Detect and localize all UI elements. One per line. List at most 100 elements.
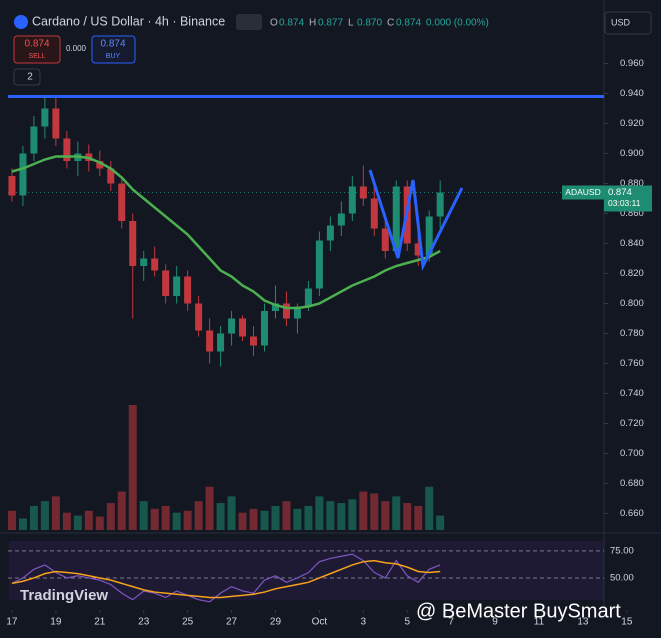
logo: TradingView <box>20 587 108 604</box>
volume-bar <box>293 508 302 530</box>
y-tick-label: 0.740 <box>620 388 644 399</box>
volume-bar <box>95 516 104 530</box>
volume-bar <box>18 518 27 530</box>
candle-body <box>63 138 71 161</box>
x-tick-label: 25 <box>182 617 194 628</box>
x-tick-label: 29 <box>270 617 282 628</box>
candle-body <box>184 276 192 304</box>
buy-button[interactable] <box>91 35 136 64</box>
x-tick-label: 17 <box>6 617 18 628</box>
x-tick-label: 21 <box>94 617 106 628</box>
x-tick-label: 19 <box>50 617 62 628</box>
currency-select[interactable] <box>604 11 652 35</box>
candle-body <box>315 240 323 289</box>
symbol-box <box>562 185 604 200</box>
candle-body <box>425 216 433 256</box>
volume-bar <box>51 496 60 530</box>
candle-body <box>8 176 16 196</box>
volume-bar <box>436 515 445 530</box>
countdown: 03:03:11 <box>608 198 641 208</box>
volume-bar <box>337 503 346 530</box>
volume-bar <box>359 491 368 530</box>
candle-body <box>140 258 148 266</box>
candle-body <box>30 126 38 154</box>
candle-body <box>162 270 170 296</box>
candle-body <box>337 213 345 226</box>
volume-bar <box>194 501 203 530</box>
y-tick-label: 0.800 <box>620 298 644 309</box>
y-tick-label: 0.860 <box>620 208 644 219</box>
sell-price: 0.874 <box>24 39 49 50</box>
volume-bar <box>238 512 247 530</box>
volume-bar <box>139 501 148 530</box>
currency: USD <box>611 17 631 27</box>
volume-bar <box>73 515 82 530</box>
volume-bar <box>29 505 38 530</box>
y-tick-label: 0.880 <box>620 178 644 189</box>
candle-body <box>129 221 137 266</box>
rsi-tick-label: 75.00 <box>610 545 634 556</box>
volume-bar <box>150 508 159 530</box>
volume-bar <box>106 503 115 530</box>
candle-body <box>436 192 444 217</box>
volume-bar <box>183 510 192 530</box>
volume-bar <box>172 512 181 530</box>
y-tick-label: 0.920 <box>620 118 644 129</box>
volume-bar <box>161 505 170 530</box>
sell-label: SELL <box>28 53 45 60</box>
y-tick-label: 0.760 <box>620 358 644 369</box>
ohlc-value: 0.870 <box>357 18 382 29</box>
candle-body <box>52 108 60 139</box>
candle-body <box>414 243 422 256</box>
candle-body <box>370 198 378 229</box>
candle-body <box>359 186 367 199</box>
volume-bar <box>304 505 313 530</box>
rsi-ma <box>11 559 441 599</box>
volume-bar <box>84 510 93 530</box>
watermark: @ BeMaster BuySmart <box>416 600 621 622</box>
candle-body <box>206 330 214 352</box>
volume-bar <box>315 496 324 530</box>
candle-body <box>381 228 389 251</box>
x-tick-label: 5 <box>404 617 410 628</box>
volume-bar <box>62 512 71 530</box>
y-tick-label: 0.720 <box>620 418 644 429</box>
volume-bar <box>128 405 137 530</box>
candle-body <box>282 303 290 319</box>
change: 0.000 (0.00%) <box>426 18 489 29</box>
indicators-toggle[interactable] <box>13 68 41 86</box>
x-tick-label: 11 <box>534 617 545 628</box>
y-tick-label: 0.960 <box>620 58 644 69</box>
ohlc-key: L <box>348 18 354 29</box>
indicator-toggle[interactable] <box>236 14 262 30</box>
volume-bar <box>7 510 16 530</box>
volume-bar <box>227 496 236 530</box>
symbol-label: ADAUSD <box>565 187 600 197</box>
x-tick-label: 3 <box>361 617 367 628</box>
x-tick-label: 13 <box>577 617 589 628</box>
ohlc-value: 0.877 <box>318 18 343 29</box>
buy-price: 0.874 <box>100 39 125 50</box>
x-tick-label: 15 <box>621 617 633 628</box>
candle-body <box>96 161 104 169</box>
ohlc-value: 0.874 <box>396 18 421 29</box>
candle-body <box>260 311 268 346</box>
y-tick-label: 0.780 <box>620 328 644 339</box>
volume-bar <box>348 499 357 530</box>
volume-bar <box>282 501 291 530</box>
candle-body <box>151 258 159 271</box>
volume-bar <box>40 501 49 530</box>
x-tick-label: Oct <box>312 617 328 628</box>
candle-body <box>195 303 203 331</box>
sell-button[interactable] <box>13 35 61 64</box>
candle-body <box>173 276 181 296</box>
volume-bar <box>117 491 126 530</box>
chart-title: Cardano / US Dollar · 4h · Binance <box>32 14 225 28</box>
ohlc-value: 0.874 <box>279 18 304 29</box>
candle-body <box>326 225 334 241</box>
candle-body <box>392 186 400 251</box>
symbol-icon <box>14 15 28 29</box>
volume-bar <box>260 510 269 530</box>
y-tick-label: 0.940 <box>620 88 644 99</box>
